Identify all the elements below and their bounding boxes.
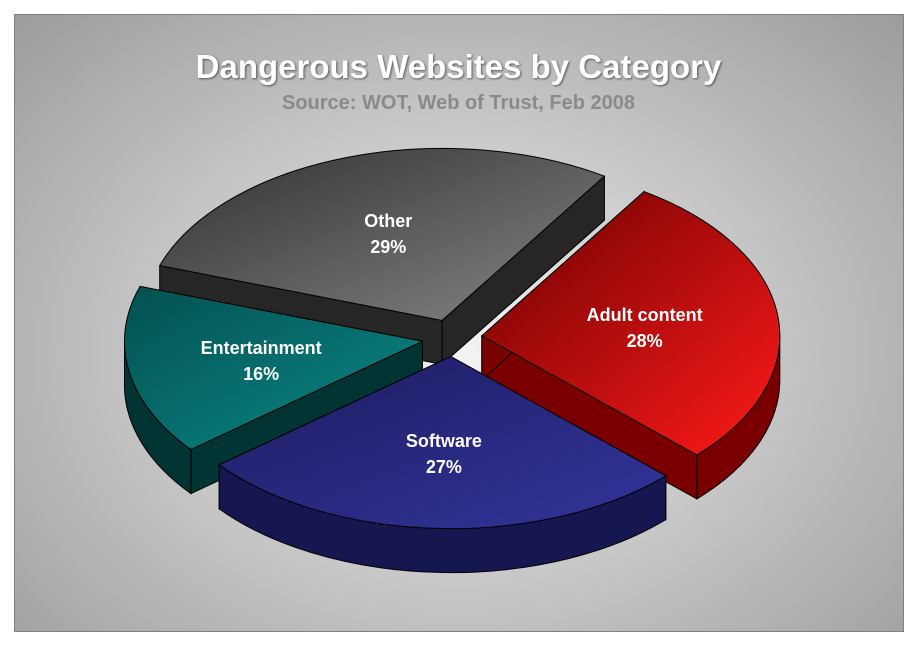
slice-label-other: Other bbox=[364, 211, 412, 231]
slice-value-other: 29% bbox=[370, 237, 406, 257]
slice-label-software: Software bbox=[406, 431, 482, 451]
pie-slice-other bbox=[158, 147, 606, 321]
slice-value-software: 27% bbox=[426, 457, 462, 477]
slice-label-entertainment: Entertainment bbox=[201, 338, 322, 358]
chart-subtitle: Source: WOT, Web of Trust, Feb 2008 bbox=[281, 92, 636, 114]
slice-value-entertainment: 16% bbox=[243, 364, 279, 384]
pie-slice-adult-content bbox=[480, 191, 781, 456]
chart-title: Dangerous Websites by Category bbox=[195, 48, 722, 85]
slice-value-adult-content: 28% bbox=[627, 331, 663, 351]
pie-slice-entertainment bbox=[123, 285, 425, 451]
slice-label-adult-content: Adult content bbox=[587, 305, 703, 325]
pie-slice-software bbox=[218, 356, 667, 530]
